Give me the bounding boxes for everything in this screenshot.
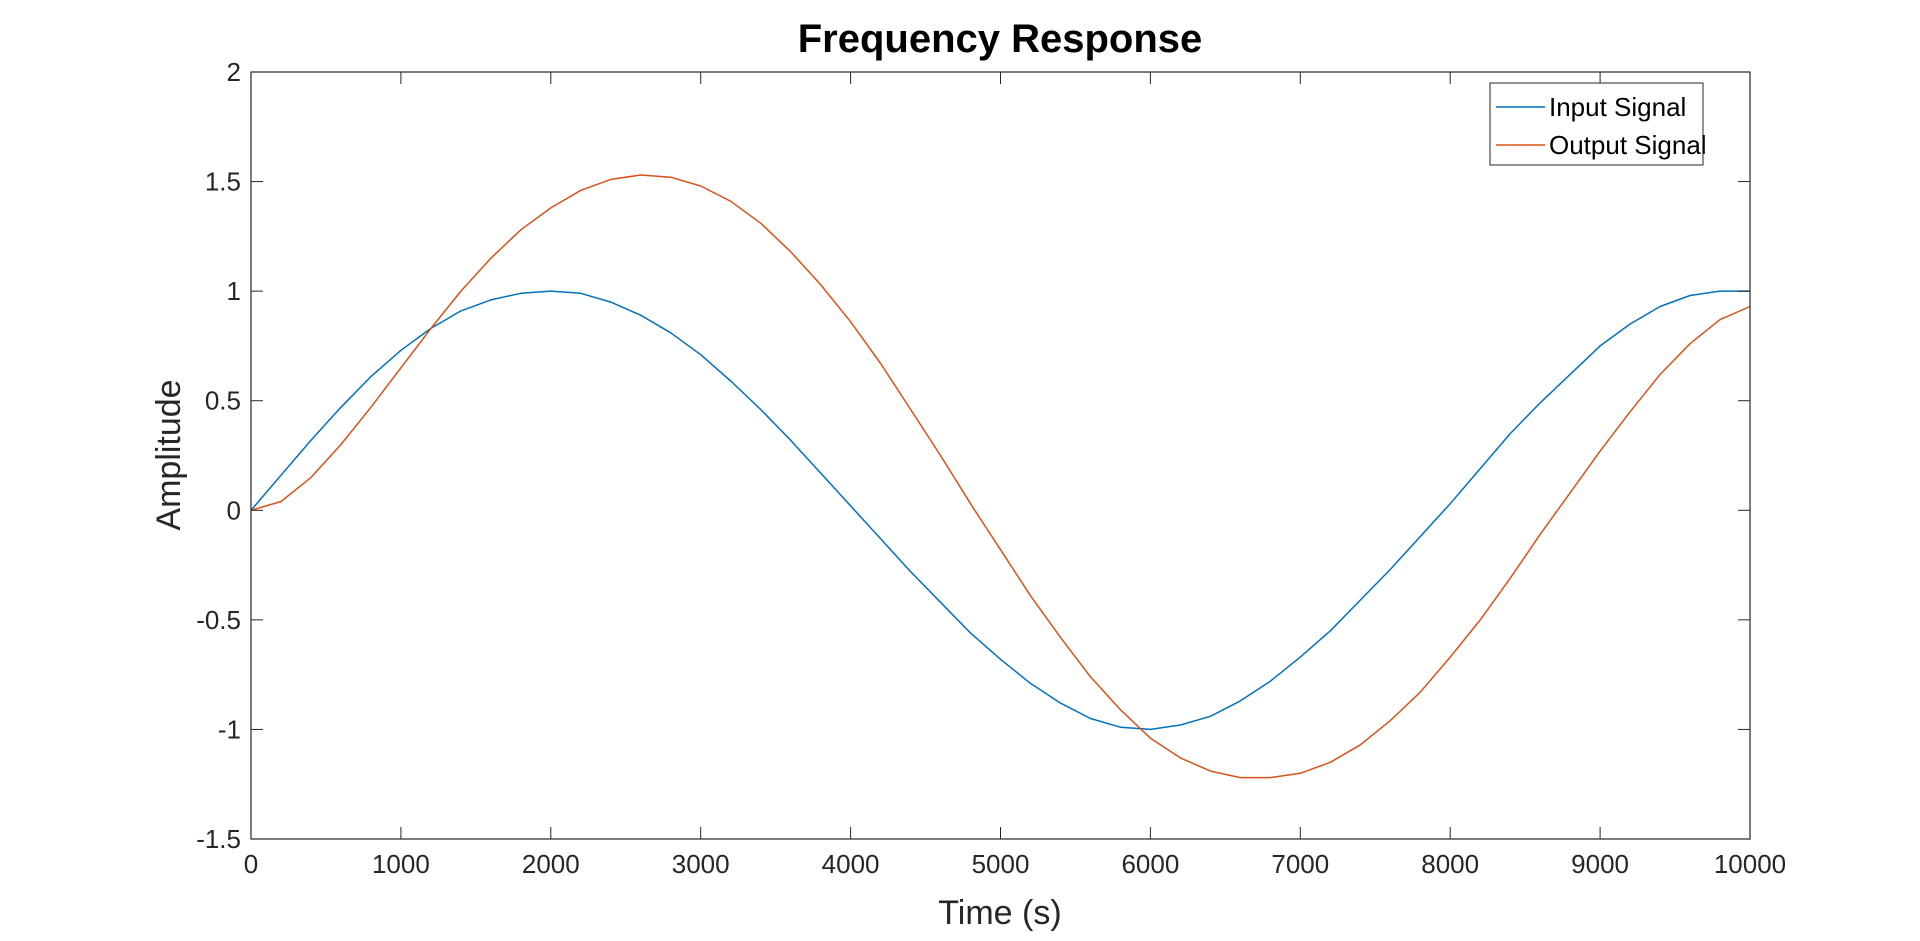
x-tick-label: 1000 — [372, 849, 430, 879]
x-tick-label: 0 — [244, 849, 258, 879]
legend-label-input-signal: Input Signal — [1549, 92, 1686, 122]
y-tick-label: 0 — [227, 495, 241, 525]
x-tick-label: 2000 — [522, 849, 580, 879]
y-tick-label: -0.5 — [196, 605, 241, 635]
y-tick-label: 0.5 — [205, 386, 241, 416]
axes-box — [250, 71, 1751, 840]
y-tick-label: 2 — [227, 57, 241, 87]
x-tick-label: 6000 — [1121, 849, 1179, 879]
plot-area — [251, 72, 1750, 839]
x-tick-label: 8000 — [1421, 849, 1479, 879]
ticks-layer: 0 1000 2000 3000 4000 5000 6000 7000 8000 9000 100… — [196, 57, 1786, 879]
x-tick-label: 3000 — [672, 849, 730, 879]
chart-title: Frequency Response — [798, 17, 1203, 61]
y-tick-label: -1 — [218, 714, 241, 744]
x-tick-label: 9000 — [1571, 849, 1629, 879]
series-line-output-signal — [250, 174, 1751, 779]
y-tick-label: 1.5 — [205, 167, 241, 197]
legend-label-output-signal: Output Signal — [1549, 130, 1707, 160]
x-tick-label: 10000 — [1714, 849, 1786, 879]
x-tick-label: 5000 — [972, 849, 1030, 879]
y-axis-label: Amplitude — [150, 379, 188, 530]
legend-box — [1489, 82, 1704, 166]
x-tick-label: 7000 — [1271, 849, 1329, 879]
legend[interactable]: Input Signal Output Signal — [1489, 82, 1707, 166]
x-axis-label: Time (s) — [938, 894, 1061, 932]
y-tick-label: 1 — [227, 276, 241, 306]
series-line-input-signal — [250, 290, 1750, 731]
series-layer — [250, 174, 1751, 779]
y-tick-label: -1.5 — [196, 824, 241, 854]
x-tick-label: 4000 — [822, 849, 880, 879]
